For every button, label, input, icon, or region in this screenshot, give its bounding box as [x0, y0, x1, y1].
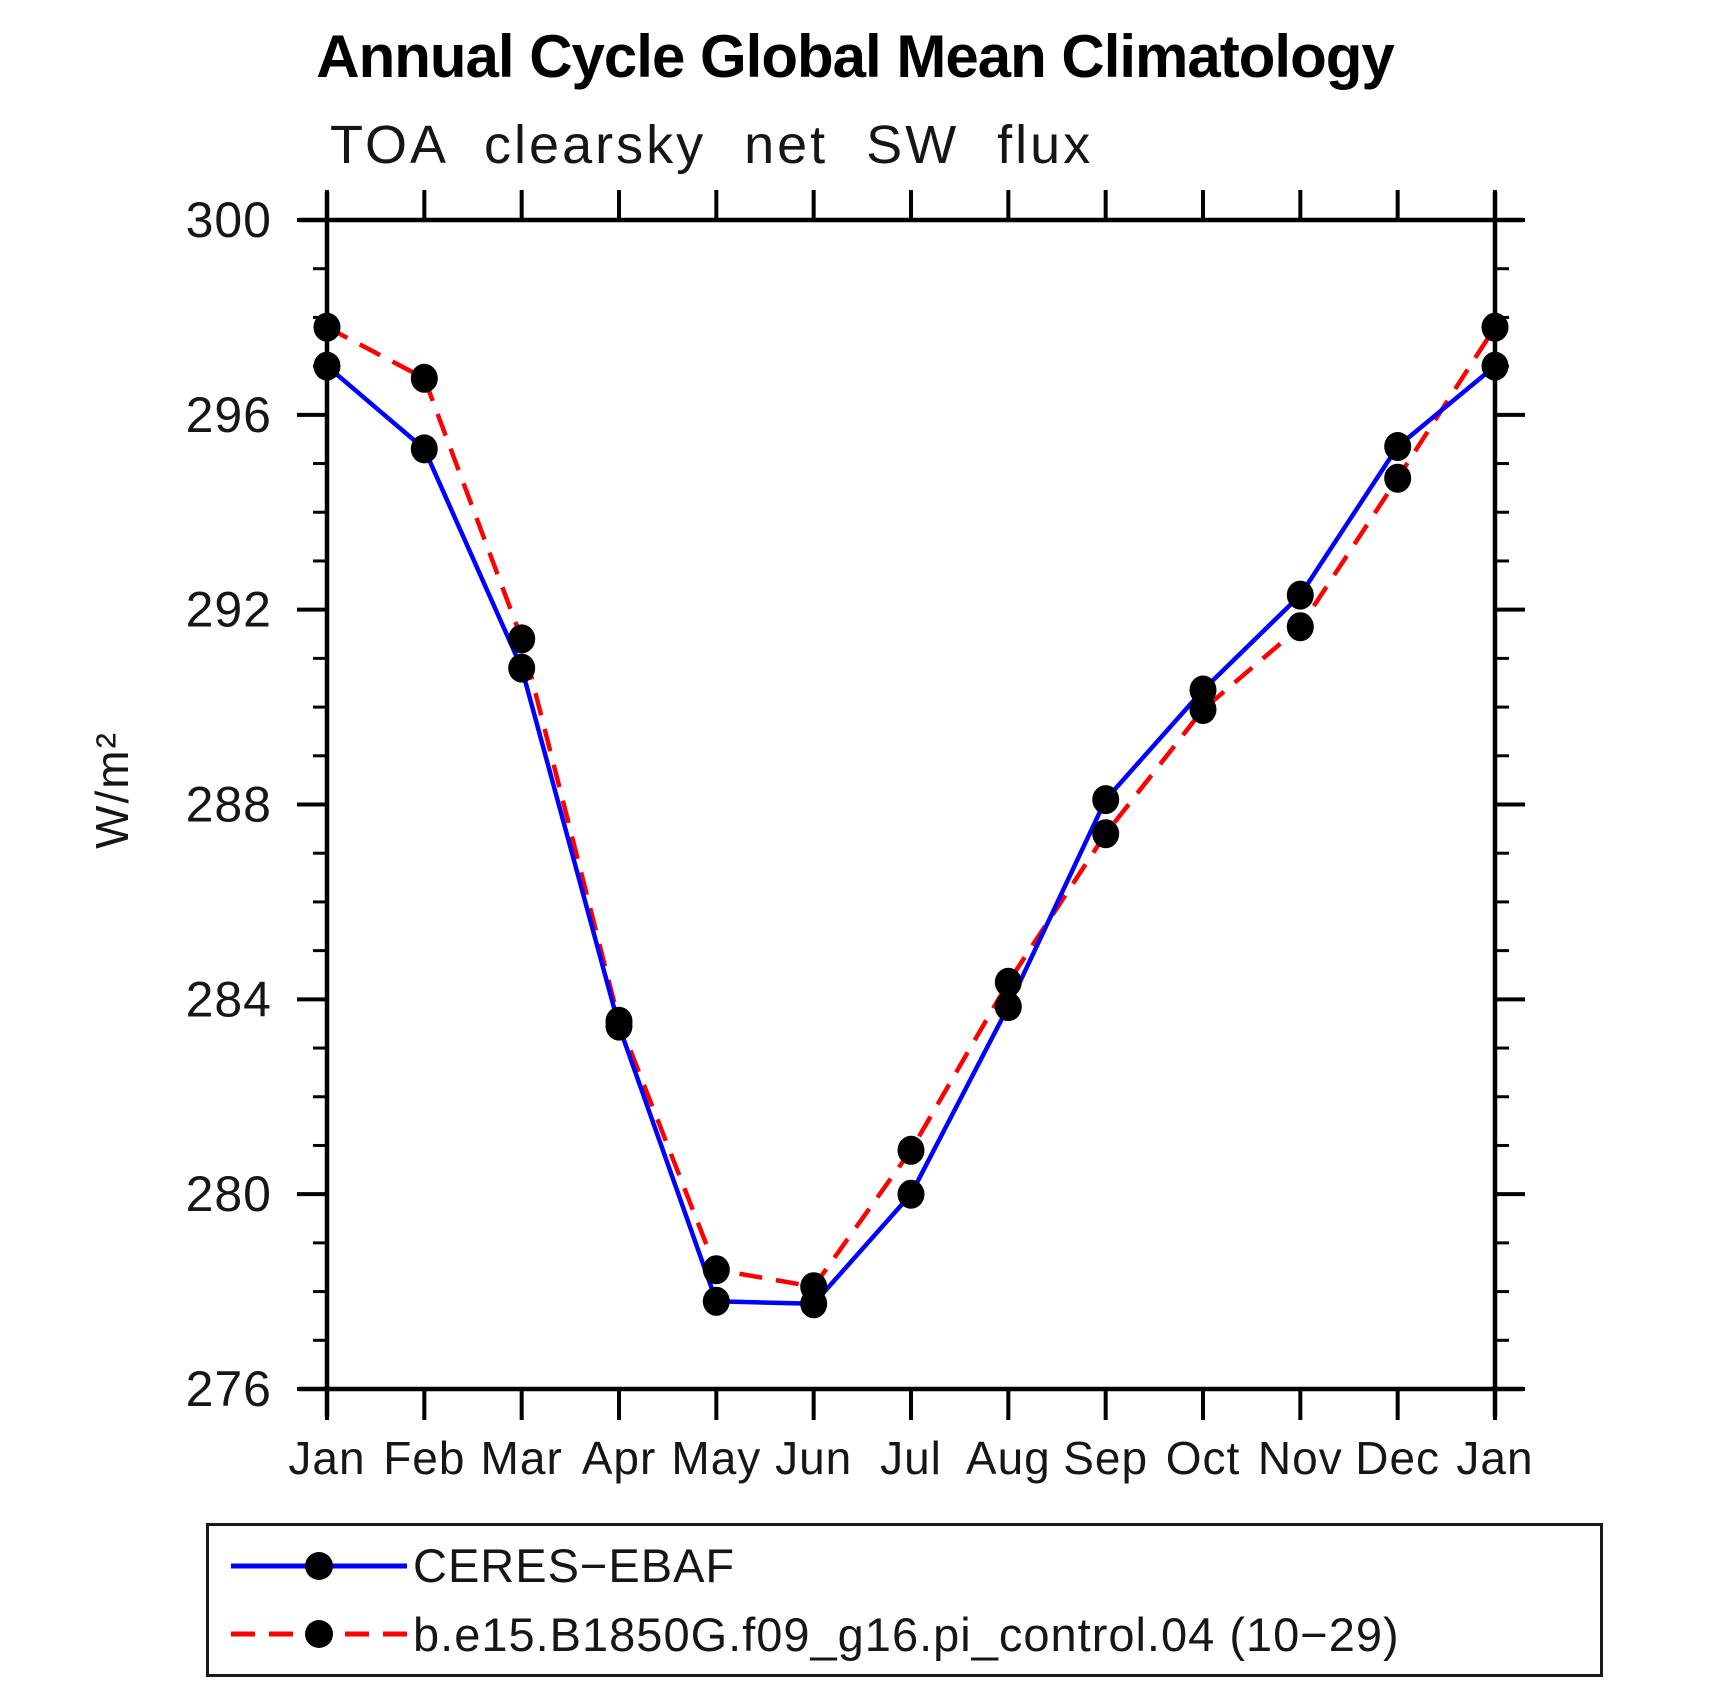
data-point-series-0 [313, 351, 341, 381]
data-point-series-0 [1384, 432, 1412, 461]
y-tick-label: 292 [186, 582, 272, 638]
data-point-series-0 [702, 1286, 730, 1316]
x-tick-label: Jul [880, 1432, 942, 1484]
data-point-series-1 [605, 1006, 633, 1036]
legend-item-ceres: CERES−EBAF [209, 1537, 1600, 1595]
legend-line-sample-dashed-icon [231, 1620, 407, 1649]
legend-label-ceres: CERES−EBAF [413, 1539, 736, 1593]
x-tick-label: Nov [1258, 1432, 1343, 1484]
x-tick-label: Jan [1456, 1432, 1533, 1484]
data-point-series-1 [800, 1272, 828, 1302]
data-point-series-1 [994, 967, 1022, 997]
y-tick-label: 300 [186, 192, 272, 248]
data-point-series-1 [508, 624, 536, 654]
y-tick-label: 288 [186, 777, 272, 833]
legend-line-sample-solid-icon [231, 1551, 407, 1580]
chart-subtitle: TOA clearsky net SW flux [330, 115, 1094, 175]
y-tick-label: 276 [186, 1361, 272, 1417]
annual-cycle-chart: 276 280 284 288 292 296 300 Jan Feb Mar Apr May Jun J… [186, 190, 1533, 1484]
y-tick-label: 296 [186, 387, 272, 443]
x-tick-label: Mar [481, 1432, 563, 1484]
data-point-series-1 [1384, 463, 1412, 493]
data-point-series-1 [702, 1255, 730, 1285]
data-point-series-0 [1092, 785, 1120, 815]
legend-item-model: b.e15.B1850G.f09_g16.pi_control.04 (10−2… [209, 1605, 1600, 1663]
data-point-series-1 [1092, 819, 1120, 849]
x-tick-label: Oct [1166, 1432, 1241, 1484]
x-tick-label: Apr [582, 1432, 657, 1484]
data-point-series-1 [313, 312, 341, 342]
x-tick-label: Dec [1355, 1432, 1440, 1484]
data-point-series-1 [1189, 695, 1217, 724]
data-point-series-0 [897, 1179, 925, 1209]
legend-label-model: b.e15.B1850G.f09_g16.pi_control.04 (10−2… [413, 1607, 1400, 1661]
legend-box: CERES−EBAF b.e15.B1850G.f09_g16.pi_contr… [206, 1523, 1603, 1677]
y-tick-label: 280 [186, 1166, 272, 1222]
x-tick-label: May [671, 1432, 761, 1484]
data-point-series-1 [1286, 612, 1314, 642]
chart-title: Annual Cycle Global Mean Climatology [316, 23, 1395, 90]
y-tick-label: 284 [186, 971, 272, 1027]
data-point-series-0 [508, 653, 536, 683]
data-point-series-1 [410, 363, 438, 393]
x-tick-label: Jan [288, 1432, 365, 1484]
x-tick-label: Feb [383, 1432, 465, 1484]
data-point-series-1 [1481, 312, 1509, 342]
data-point-series-0 [1286, 580, 1314, 610]
data-point-series-1 [897, 1135, 925, 1165]
data-point-series-0 [1481, 351, 1509, 381]
x-tick-label: Aug [966, 1432, 1051, 1484]
x-tick-label: Sep [1063, 1432, 1148, 1484]
data-point-series-0 [410, 434, 438, 464]
x-tick-label: Jun [775, 1432, 852, 1484]
data-point-series-0 [994, 992, 1022, 1022]
